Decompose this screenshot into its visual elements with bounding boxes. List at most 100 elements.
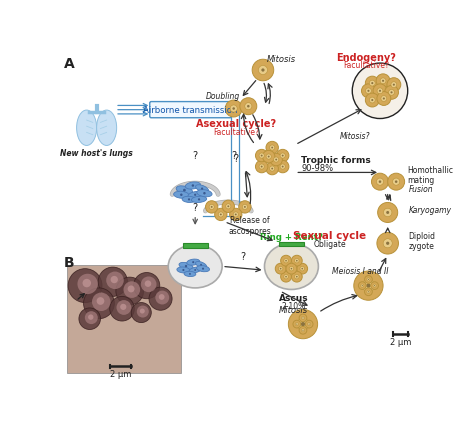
Circle shape <box>365 276 372 283</box>
Circle shape <box>149 287 172 310</box>
Circle shape <box>88 314 93 320</box>
Circle shape <box>116 277 144 305</box>
Circle shape <box>383 97 385 99</box>
Circle shape <box>140 308 145 313</box>
Circle shape <box>266 141 278 154</box>
Circle shape <box>225 100 242 117</box>
Circle shape <box>271 168 273 170</box>
Circle shape <box>294 275 299 279</box>
Circle shape <box>289 266 294 271</box>
Text: ?: ? <box>240 252 246 262</box>
Circle shape <box>145 280 151 287</box>
Circle shape <box>137 305 149 318</box>
Text: Obligate: Obligate <box>314 240 346 249</box>
Ellipse shape <box>176 186 192 195</box>
Circle shape <box>280 164 285 169</box>
Circle shape <box>83 288 114 319</box>
Text: Meiosis I and II: Meiosis I and II <box>332 267 389 276</box>
Circle shape <box>367 90 369 92</box>
Text: 2 μm: 2 μm <box>110 370 131 379</box>
Circle shape <box>180 193 182 196</box>
Circle shape <box>282 166 283 168</box>
Text: B: B <box>64 256 74 270</box>
Circle shape <box>247 105 250 107</box>
Circle shape <box>286 263 297 274</box>
Circle shape <box>131 302 151 323</box>
Text: ?: ? <box>233 154 238 165</box>
Ellipse shape <box>187 259 200 265</box>
Circle shape <box>182 269 184 271</box>
Circle shape <box>258 66 267 74</box>
Circle shape <box>361 284 364 287</box>
Circle shape <box>203 192 206 195</box>
Bar <box>279 242 304 246</box>
Circle shape <box>383 208 392 217</box>
Circle shape <box>354 271 383 300</box>
Circle shape <box>239 201 251 213</box>
Circle shape <box>79 308 100 330</box>
Circle shape <box>367 290 370 294</box>
Circle shape <box>389 89 394 95</box>
Circle shape <box>263 150 275 163</box>
Circle shape <box>233 212 238 217</box>
Circle shape <box>379 180 381 183</box>
Circle shape <box>378 203 398 222</box>
Circle shape <box>185 265 187 267</box>
Circle shape <box>206 201 218 213</box>
Circle shape <box>222 200 235 212</box>
Text: Ring + Rent?: Ring + Rent? <box>260 233 323 242</box>
Circle shape <box>371 82 374 84</box>
Text: Mitosis: Mitosis <box>267 55 296 63</box>
Circle shape <box>235 214 237 215</box>
Text: A: A <box>64 57 74 71</box>
Circle shape <box>242 204 247 209</box>
Circle shape <box>273 157 279 162</box>
Text: Asexual cycle?: Asexual cycle? <box>196 119 276 129</box>
Text: Fusion: Fusion <box>409 185 433 194</box>
Circle shape <box>270 166 275 171</box>
Text: Endogeny?: Endogeny? <box>336 53 396 63</box>
Circle shape <box>229 208 242 220</box>
Circle shape <box>299 327 307 334</box>
Circle shape <box>395 180 397 183</box>
Circle shape <box>391 82 397 88</box>
Circle shape <box>255 149 268 162</box>
Circle shape <box>302 317 303 319</box>
Circle shape <box>106 272 124 289</box>
Circle shape <box>294 258 299 263</box>
Circle shape <box>393 84 395 86</box>
Circle shape <box>296 276 298 277</box>
Circle shape <box>377 88 383 94</box>
Circle shape <box>85 311 98 324</box>
Ellipse shape <box>191 196 207 203</box>
Circle shape <box>200 264 202 266</box>
Ellipse shape <box>173 191 189 198</box>
Circle shape <box>266 162 278 175</box>
Circle shape <box>296 260 298 261</box>
Circle shape <box>281 271 292 282</box>
Circle shape <box>275 159 277 160</box>
Circle shape <box>380 78 386 84</box>
Circle shape <box>128 286 135 292</box>
Circle shape <box>230 105 237 112</box>
Circle shape <box>270 145 275 150</box>
Circle shape <box>371 99 374 101</box>
Circle shape <box>191 184 194 187</box>
Circle shape <box>284 275 288 279</box>
Text: New host's lungs: New host's lungs <box>60 148 133 157</box>
Circle shape <box>255 160 268 173</box>
Ellipse shape <box>77 110 97 146</box>
Text: 90-98%: 90-98% <box>301 164 334 173</box>
Text: 2-10%: 2-10% <box>282 302 306 311</box>
Circle shape <box>155 291 169 305</box>
Circle shape <box>309 324 310 325</box>
Text: Homothallic
mating: Homothallic mating <box>407 166 453 185</box>
Circle shape <box>109 297 134 321</box>
Circle shape <box>98 267 128 297</box>
Circle shape <box>365 88 371 94</box>
Circle shape <box>381 96 387 102</box>
Bar <box>183 243 208 248</box>
Bar <box>66 265 181 373</box>
Circle shape <box>252 59 273 81</box>
Circle shape <box>281 255 292 266</box>
